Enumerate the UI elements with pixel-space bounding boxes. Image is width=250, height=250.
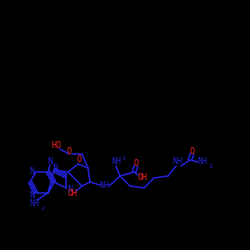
Text: NH: NH: [111, 156, 121, 166]
Text: N: N: [30, 190, 35, 200]
Text: ₂: ₂: [209, 160, 213, 170]
Text: O: O: [190, 146, 194, 156]
Text: N: N: [68, 186, 72, 194]
Text: NH: NH: [172, 158, 182, 166]
Text: ₂: ₂: [122, 154, 126, 162]
Text: N: N: [48, 158, 52, 166]
Text: OH: OH: [137, 172, 147, 182]
Text: O: O: [66, 148, 71, 156]
Text: N: N: [52, 162, 58, 172]
Text: O: O: [76, 156, 82, 164]
Text: NH: NH: [99, 182, 109, 190]
Text: OH: OH: [67, 190, 77, 198]
Text: N: N: [30, 168, 35, 176]
Text: ₂: ₂: [41, 202, 45, 211]
Text: O: O: [134, 158, 138, 168]
Text: NH: NH: [197, 158, 207, 166]
Text: HO: HO: [51, 142, 61, 150]
Text: NH: NH: [29, 200, 39, 208]
